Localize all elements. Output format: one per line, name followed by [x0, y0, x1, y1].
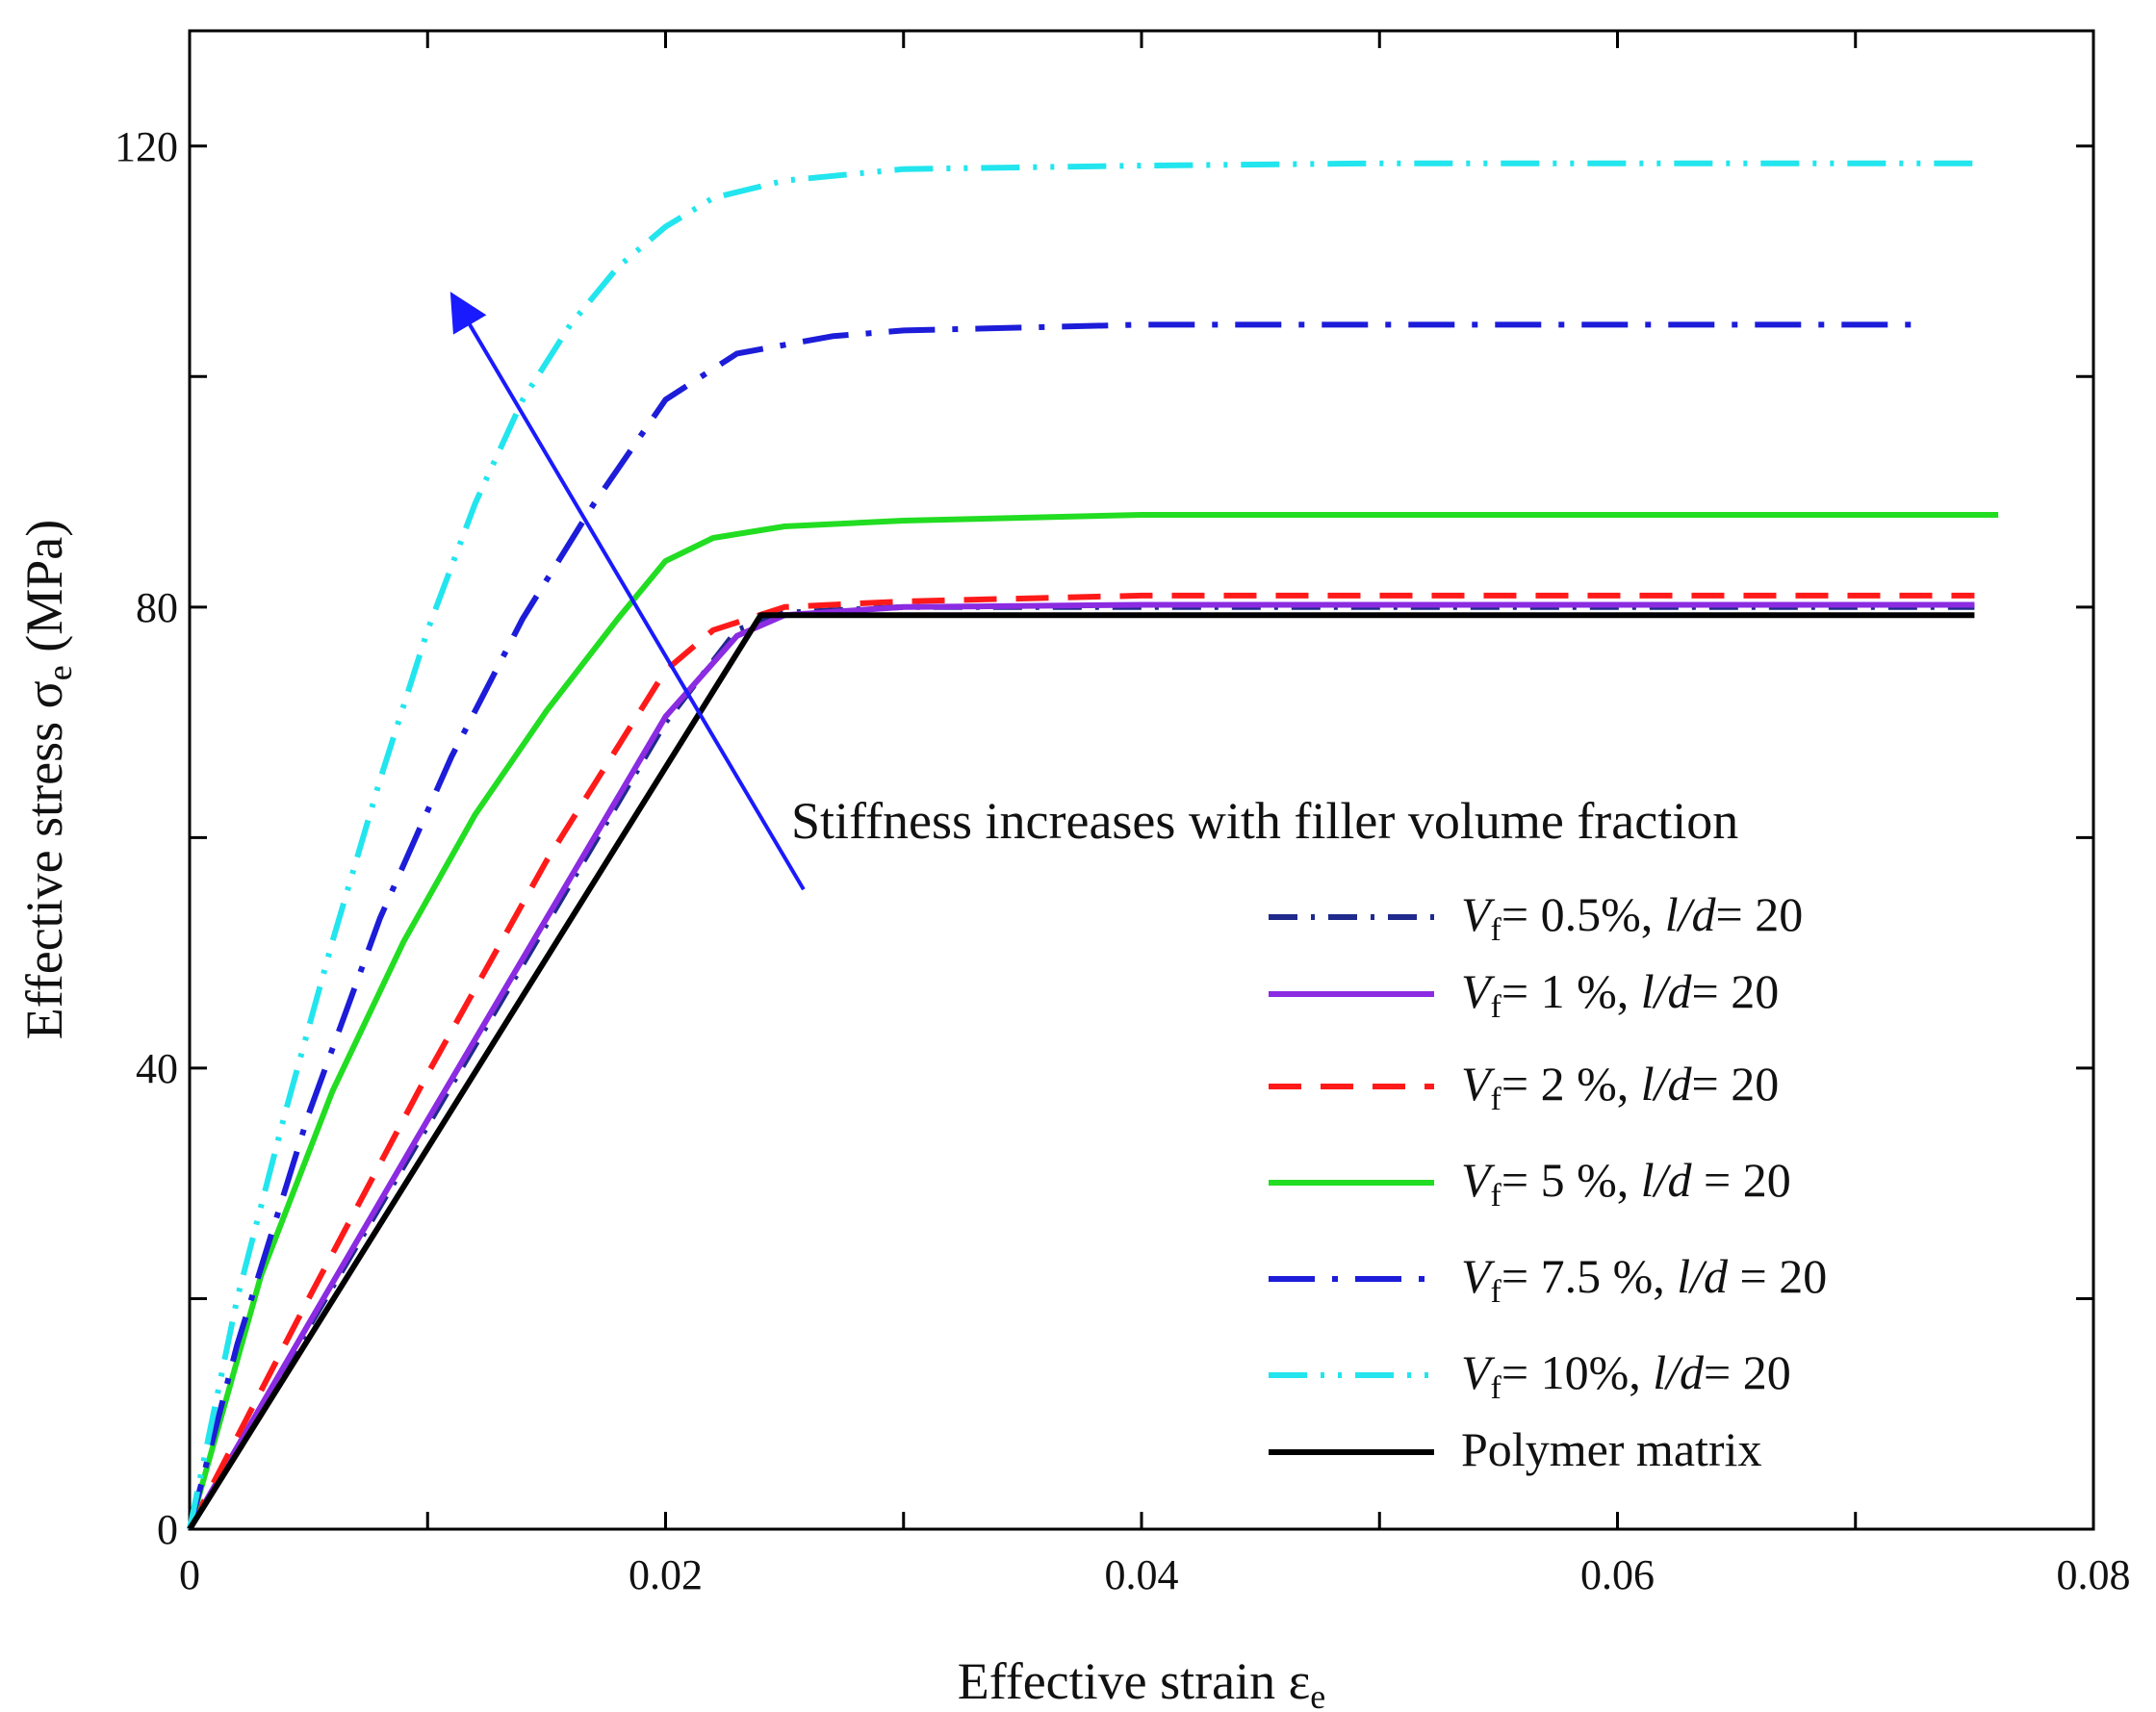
series-line-7 [187, 612, 1975, 1531]
legend-entry-3: Vf= 2 %, l/d= 20 [1461, 1057, 1779, 1117]
legend-entry-1: Vf= 0.5%, l/d= 20 [1461, 887, 1803, 948]
y-tick-label: 40 [136, 1045, 178, 1092]
series-line-2 [187, 601, 1975, 1531]
legend-entry-7: Polymer matrix [1461, 1422, 1761, 1476]
x-tick-label: 0.08 [2057, 1551, 2131, 1598]
x-axis-label: Effective strain εe [958, 1652, 1326, 1712]
series-line-5 [187, 321, 1927, 1530]
legend-entry-6: Vf= 10%, l/d= 20 [1461, 1345, 1791, 1406]
series-line-4 [187, 512, 1999, 1530]
legend-entry-5: Vf= 7.5 %, l/d = 20 [1461, 1249, 1827, 1310]
x-tick-label: 0.02 [629, 1551, 703, 1598]
plot-area-frame [188, 29, 2095, 1531]
x-tick-label: 0 [179, 1551, 200, 1598]
series-line-6 [187, 160, 1975, 1530]
x-tick-label: 0.04 [1105, 1551, 1179, 1598]
annotation-arrow [449, 292, 806, 891]
series-line-3 [187, 592, 1975, 1531]
annotation-text: Stiffness increases with filler volume f… [791, 792, 1738, 850]
legend-entry-2: Vf= 1 %, l/d= 20 [1461, 964, 1779, 1025]
y-tick-label: 0 [157, 1506, 178, 1553]
y-tick-label: 80 [136, 584, 178, 631]
axis-tick-labels: 0 0.02 0.04 0.06 0.08 0 40 80 120 [115, 123, 2131, 1598]
annotation: Stiffness increases with filler volume f… [449, 292, 1738, 891]
axis-ticks [188, 31, 2095, 1531]
x-tick-label: 0.06 [1580, 1551, 1655, 1598]
legend-entry-4: Vf= 5 %, l/d = 20 [1461, 1153, 1791, 1214]
data-series [187, 160, 1999, 1531]
y-tick-label: 120 [115, 123, 178, 170]
y-axis-label: Effective stress σe (MPa) [15, 520, 79, 1039]
legend: Vf= 0.5%, l/d= 20 Vf= 1 %, l/d= 20 Vf= 2 %… [1269, 887, 1827, 1476]
